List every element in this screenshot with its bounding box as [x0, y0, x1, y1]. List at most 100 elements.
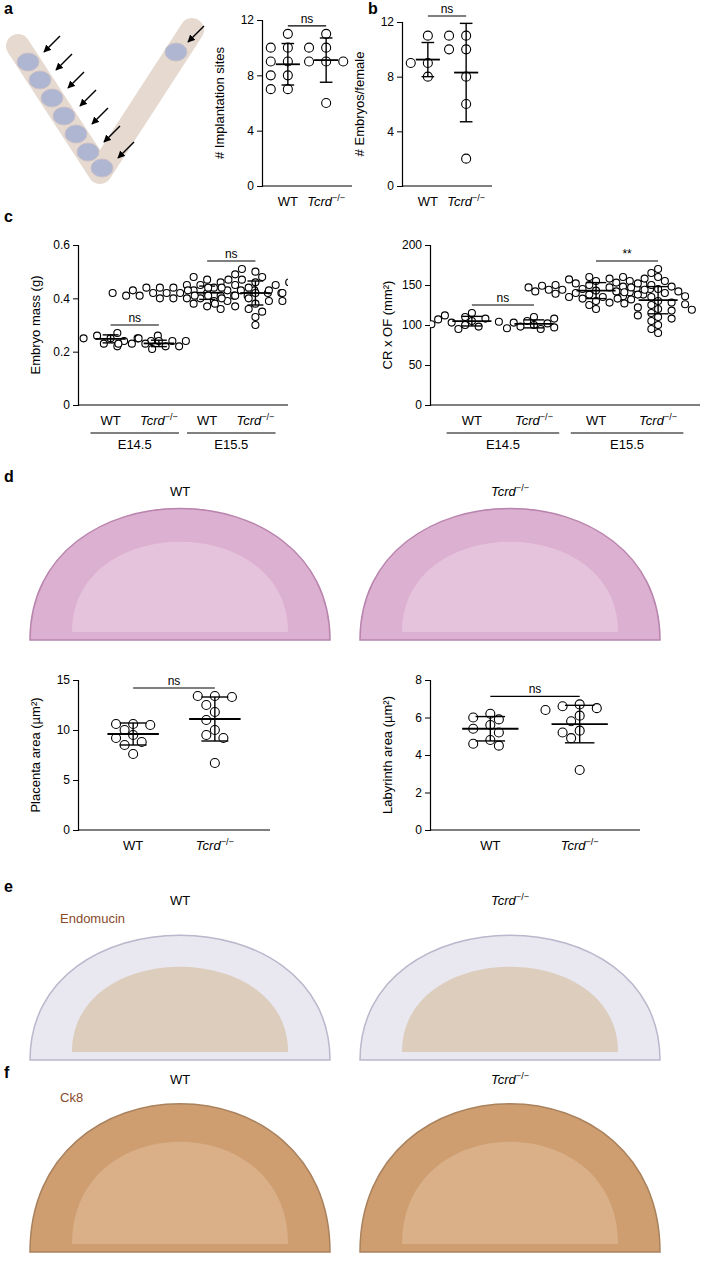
- data-point: [575, 766, 584, 775]
- data-point: [655, 274, 662, 281]
- data-point: [668, 283, 675, 290]
- tick: 2: [415, 786, 430, 800]
- axis-line: [425, 681, 431, 831]
- implantation-site: [53, 107, 75, 125]
- axis-line: [78, 404, 288, 405]
- tick-mark: [425, 680, 430, 681]
- implantation-site: [77, 143, 99, 161]
- data-point: [566, 294, 573, 301]
- data-point: [455, 326, 462, 333]
- data-point: [279, 298, 286, 305]
- y-axis-title: # Implantation sites: [212, 47, 227, 160]
- tick: 200: [402, 238, 430, 252]
- tick-label: WT: [586, 413, 606, 428]
- data-point: [305, 57, 314, 66]
- tick-label: 0: [415, 398, 422, 412]
- data-point: [634, 312, 641, 319]
- tick-mark: [73, 298, 78, 299]
- data-point: [613, 279, 620, 286]
- data-point: [586, 274, 593, 281]
- tick-mark: [73, 352, 78, 353]
- tick-mark: [257, 75, 262, 76]
- data-point: [232, 271, 239, 278]
- tick-label: 12: [241, 13, 255, 27]
- tick: WT: [418, 186, 438, 209]
- error-bar-cap: [586, 298, 606, 299]
- chart: 051015WTTcrd−/−Placenta area (µm²)ns: [28, 673, 270, 853]
- data-point: [218, 284, 225, 291]
- y-axis-title: CR x OF (mm²): [380, 281, 395, 370]
- axis-line: [257, 21, 263, 187]
- data-point: [430, 321, 435, 328]
- histology-image: [360, 1104, 660, 1252]
- error-bar-cap: [565, 742, 594, 743]
- error-bar-cap: [648, 286, 668, 287]
- error-bar: [320, 38, 333, 82]
- marks: [406, 23, 478, 163]
- data-point: [648, 302, 655, 309]
- tick-label: Tcrd−/−: [196, 837, 234, 853]
- panel-letter: d: [4, 468, 14, 485]
- tissue-section: [360, 508, 660, 640]
- data-point: [265, 298, 272, 305]
- x-axis: WTTcrd−/−WTTcrd−/−: [78, 405, 288, 428]
- data-point: [156, 295, 163, 302]
- error-bar-stem: [255, 281, 256, 305]
- data-point: [572, 280, 579, 287]
- error-bar-cap: [320, 82, 333, 83]
- data-point: [136, 292, 143, 299]
- error-bar-cap: [282, 43, 295, 44]
- tick-mark: [425, 285, 430, 286]
- tick-label: WT: [100, 413, 120, 428]
- uterus: [18, 30, 192, 172]
- axis-line: [430, 829, 640, 830]
- y-axis-title: Embryo mass (g): [28, 276, 43, 375]
- data-point: [586, 302, 593, 309]
- data-point: [606, 275, 613, 282]
- tick: 50: [409, 358, 430, 372]
- tick: 8: [387, 70, 402, 84]
- tick-mark: [425, 245, 430, 246]
- data-point: [322, 99, 331, 108]
- y-axis-title: Placenta area (µm²): [28, 697, 43, 812]
- data-point: [655, 266, 662, 273]
- x-axis: WT Tcrd−/−: [78, 830, 270, 853]
- data-point: [283, 29, 292, 38]
- data-point: [202, 716, 211, 725]
- data-point: [135, 335, 142, 342]
- labyrinth-region: [72, 967, 288, 1052]
- tick-label: 0.4: [53, 292, 70, 306]
- image-title: Tcrd−/−: [491, 1071, 529, 1087]
- tick-label: Tcrd−/−: [140, 412, 178, 428]
- data-point: [628, 296, 635, 303]
- data-point: [634, 291, 641, 298]
- figure: abcdef04812WTTcrd−/−# Implantation sites…: [0, 0, 711, 1263]
- marks: [266, 29, 347, 107]
- error-bar-stem: [287, 44, 288, 86]
- data-point: [626, 278, 633, 285]
- group-line: [447, 433, 560, 434]
- tick-label: WT: [197, 413, 217, 428]
- tick: WT: [123, 830, 143, 853]
- arrow: [92, 108, 108, 124]
- tick-mark: [73, 405, 78, 406]
- arrow: [188, 26, 204, 42]
- error-bar-stem: [595, 283, 596, 299]
- error-bar-cap: [462, 325, 482, 326]
- data-point: [211, 300, 218, 307]
- histology-image: [30, 935, 330, 1060]
- data-point: [621, 300, 628, 307]
- tick-label: 5: [63, 773, 70, 787]
- image-title: Tcrd−/−: [491, 892, 529, 908]
- error-bar-cap: [247, 304, 263, 305]
- tick: WT: [586, 405, 606, 428]
- data-point: [232, 303, 239, 310]
- y-axis: 04812: [241, 13, 263, 193]
- implantation-site: [165, 43, 187, 61]
- axis-line: [262, 185, 352, 186]
- error-bar-stem: [490, 717, 491, 741]
- group-label: E14.5: [486, 437, 520, 452]
- group-line: [90, 433, 178, 434]
- axis-line: [73, 681, 79, 831]
- group-line: [187, 433, 275, 434]
